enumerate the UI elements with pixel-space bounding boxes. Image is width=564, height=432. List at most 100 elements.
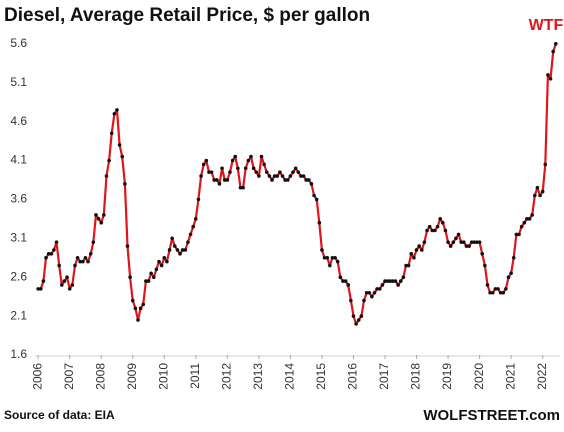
x-tick-label: 2018 <box>409 363 423 390</box>
data-point <box>309 182 314 186</box>
data-point <box>222 178 227 182</box>
data-point <box>233 154 238 159</box>
data-point <box>469 240 474 244</box>
data-point <box>475 240 479 244</box>
data-point <box>280 174 285 178</box>
data-point <box>391 279 395 283</box>
data-point <box>343 279 348 283</box>
data-point <box>175 248 180 252</box>
data-point <box>159 263 164 268</box>
brand: WOLFSTREET.com <box>423 407 560 424</box>
x-tick-label: 2012 <box>220 363 234 390</box>
data-point <box>267 174 272 178</box>
data-point <box>488 290 492 295</box>
data-point <box>199 174 203 178</box>
data-point <box>511 255 516 260</box>
data-point <box>414 248 419 252</box>
data-point <box>291 170 295 174</box>
y-tick-label: 5.6 <box>10 36 27 50</box>
source-note: Source of data: EIA <box>4 408 115 422</box>
data-point <box>354 322 358 326</box>
data-point <box>351 314 356 318</box>
data-point <box>514 232 519 237</box>
chart-title: Diesel, Average Retail Price, $ per gall… <box>4 5 370 26</box>
data-point <box>165 259 169 264</box>
data-point <box>401 275 406 279</box>
data-point <box>186 240 190 244</box>
data-point <box>157 259 161 264</box>
data-point <box>275 174 280 178</box>
data-point <box>383 279 387 283</box>
data-point <box>304 178 308 182</box>
data-point <box>535 185 540 190</box>
data-point <box>54 240 59 244</box>
data-point <box>264 170 269 174</box>
data-point <box>446 240 450 244</box>
data-point <box>530 213 534 217</box>
data-point <box>504 287 508 291</box>
data-point <box>125 244 130 248</box>
data-point <box>75 255 80 260</box>
data-point <box>477 240 482 244</box>
data-point <box>201 162 206 167</box>
data-point <box>448 244 453 248</box>
x-tick-label: 2015 <box>314 363 328 390</box>
data-point <box>146 279 151 283</box>
data-point <box>498 290 503 295</box>
data-point <box>120 154 125 159</box>
data-point <box>288 174 293 178</box>
data-point <box>162 255 167 260</box>
data-point <box>167 248 172 252</box>
data-point <box>404 263 408 268</box>
data-point <box>91 240 96 244</box>
data-point <box>546 73 550 77</box>
x-tick-label: 2022 <box>535 363 549 390</box>
data-point <box>417 244 421 248</box>
data-point <box>112 112 117 116</box>
data-point <box>330 255 335 260</box>
data-point <box>144 279 148 283</box>
x-tick-label: 2016 <box>346 363 360 390</box>
data-point <box>70 283 75 287</box>
data-point <box>209 170 214 174</box>
data-point <box>322 255 327 260</box>
data-point <box>238 185 243 190</box>
data-point <box>78 259 82 264</box>
y-tick-label: 3.1 <box>10 230 27 244</box>
data-point <box>38 287 43 291</box>
x-tick-label: 2019 <box>440 363 454 390</box>
data-point <box>301 174 306 178</box>
y-tick-label: 4.1 <box>10 153 27 167</box>
annotation: WTF <box>529 17 564 34</box>
data-point <box>99 220 104 225</box>
data-point <box>196 197 201 202</box>
data-point <box>107 158 111 163</box>
data-point <box>194 217 198 221</box>
data-point <box>554 41 558 46</box>
data-point <box>435 224 440 229</box>
x-tick-label: 2017 <box>377 363 391 390</box>
data-point <box>325 255 330 260</box>
data-point <box>65 275 69 279</box>
data-point <box>246 158 251 163</box>
data-point <box>262 162 266 167</box>
x-tick-label: 2013 <box>251 363 265 390</box>
data-point <box>243 166 248 171</box>
data-point <box>525 217 529 221</box>
data-point <box>151 275 156 279</box>
x-tick-label: 2009 <box>125 363 139 390</box>
data-point <box>551 49 555 54</box>
data-point <box>548 76 553 81</box>
data-point <box>543 162 548 167</box>
data-point <box>41 279 46 283</box>
data-point <box>538 193 542 198</box>
data-point <box>527 217 532 221</box>
data-point <box>180 248 185 252</box>
data-point <box>451 240 456 244</box>
data-point <box>346 283 351 287</box>
y-tick-label: 3.6 <box>10 192 27 206</box>
data-point <box>236 166 240 171</box>
x-tick-label: 2011 <box>188 363 202 389</box>
data-point <box>501 290 506 295</box>
